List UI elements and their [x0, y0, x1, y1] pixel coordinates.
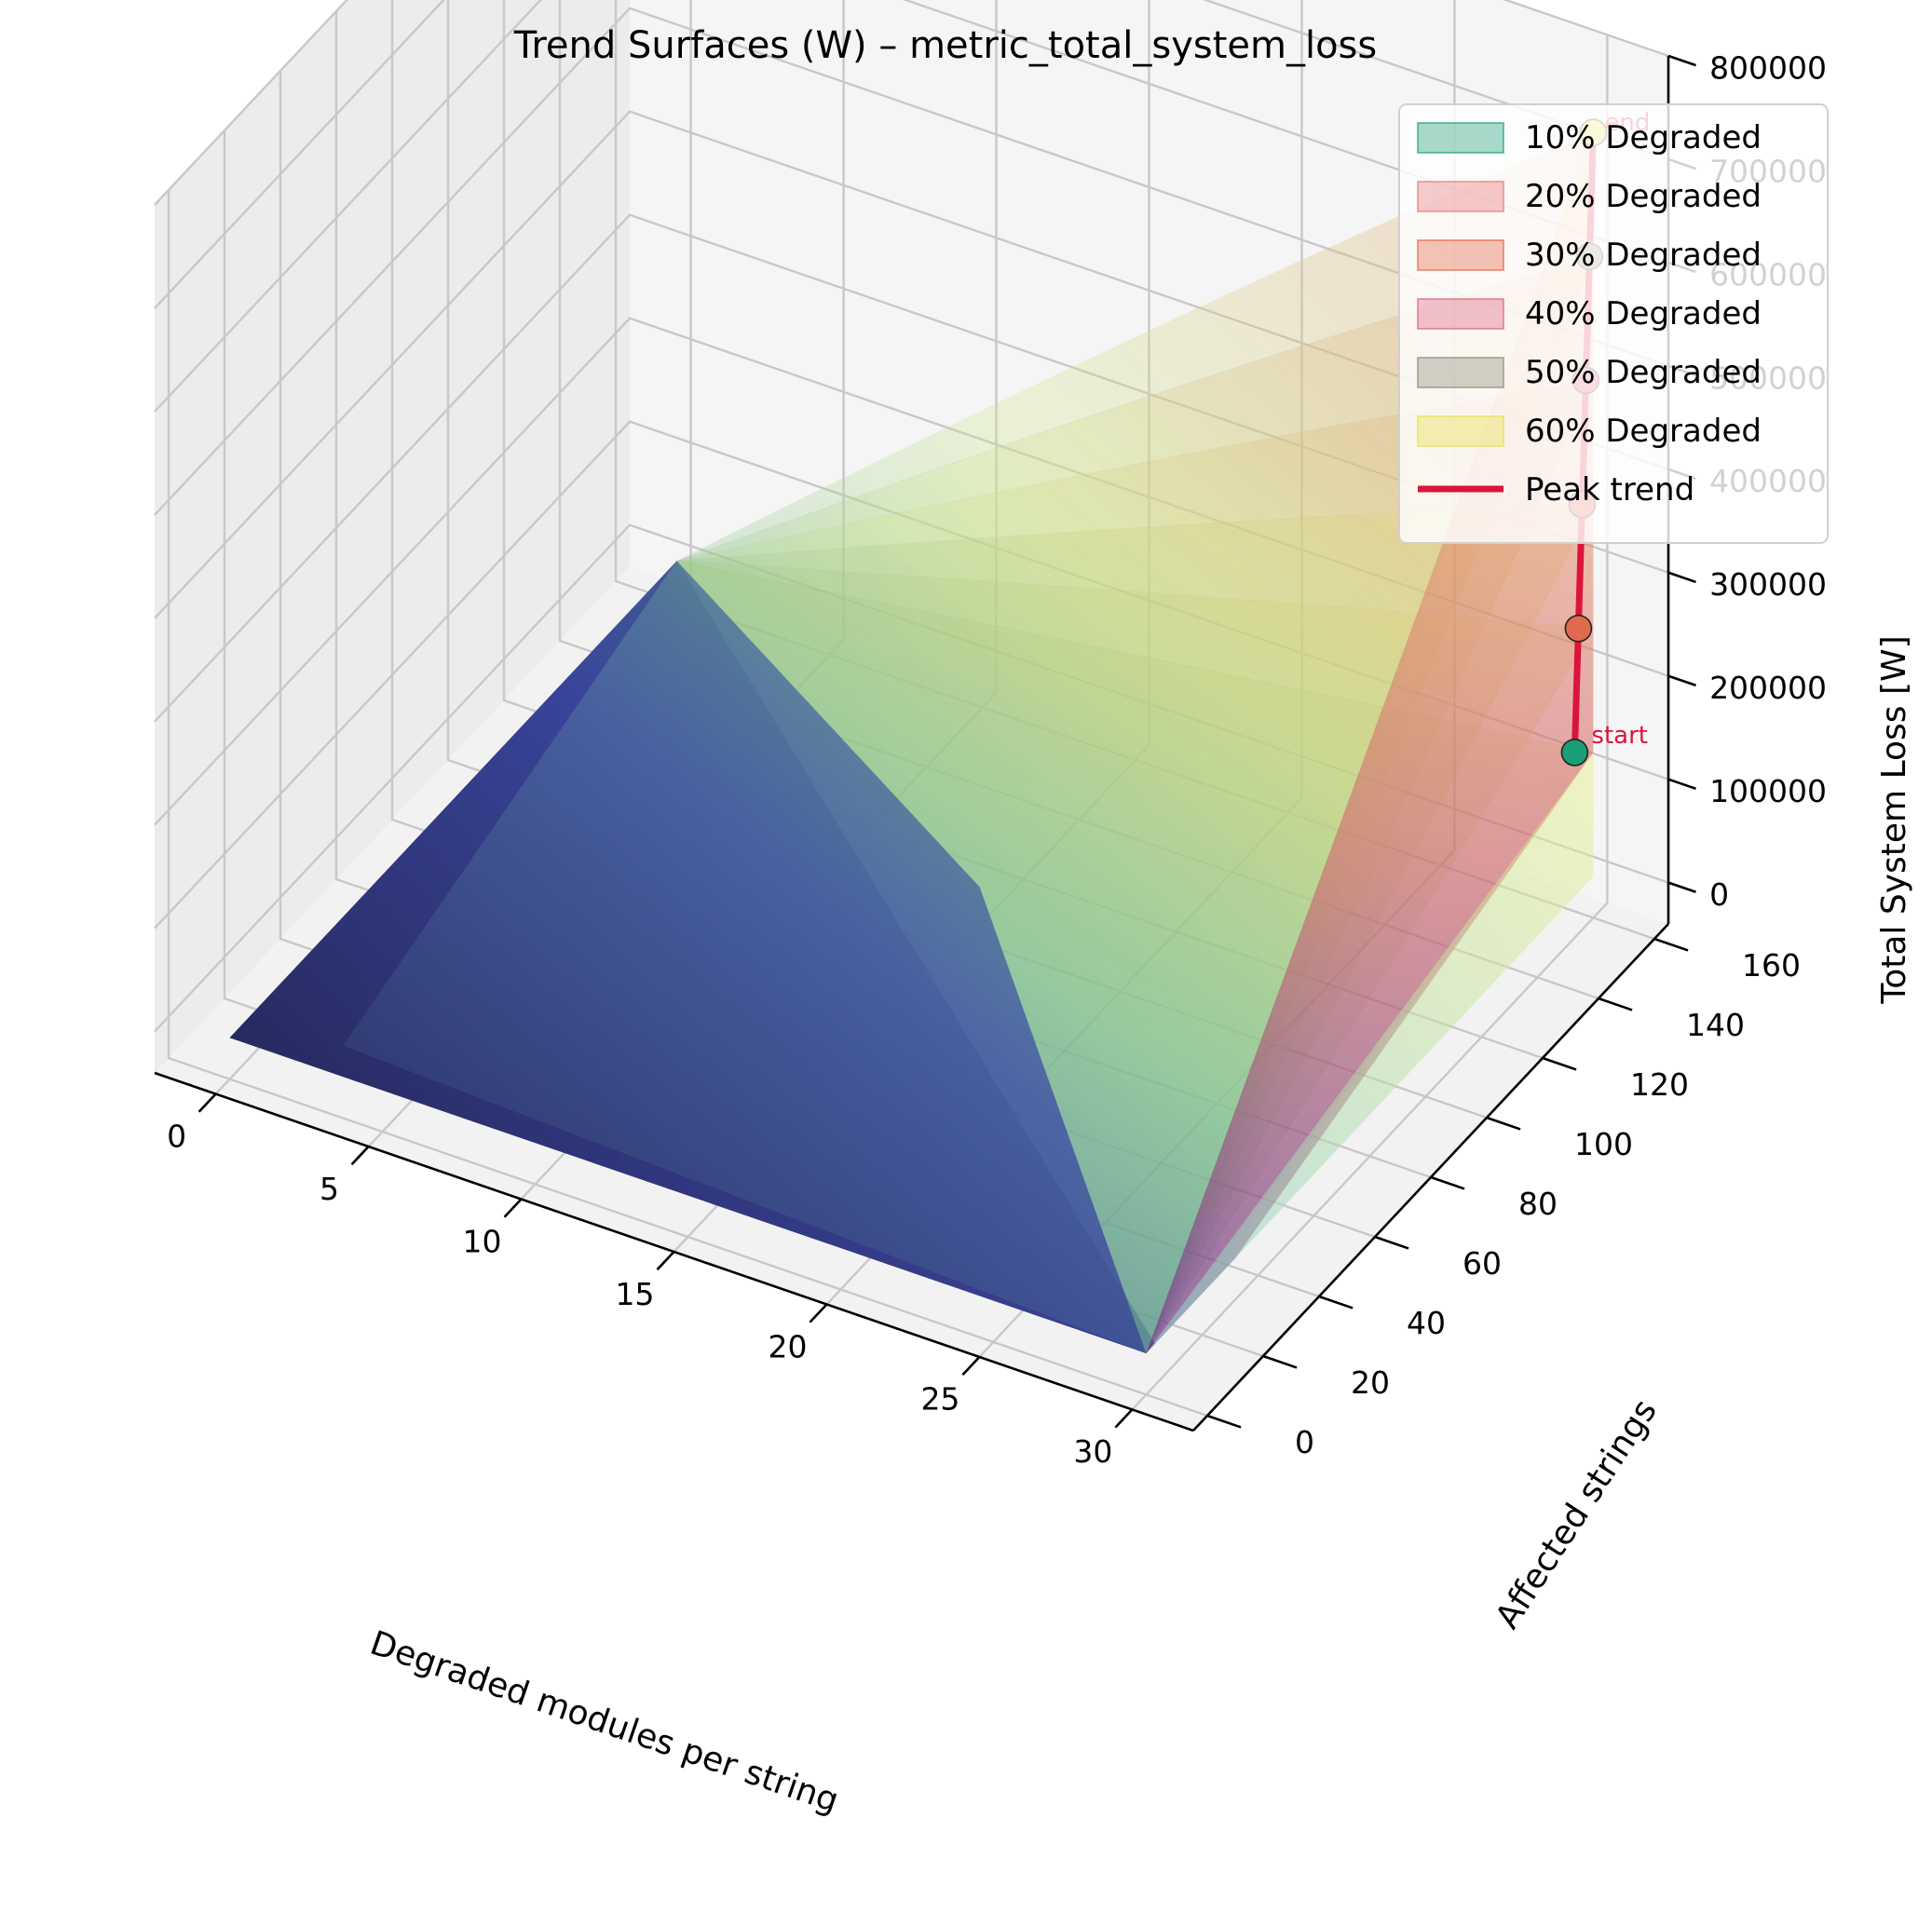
- x-tick-label: 20: [768, 1328, 807, 1364]
- z-tick-label: 800000: [1709, 49, 1827, 86]
- x-tick-label: 30: [1073, 1433, 1112, 1470]
- x-tick-label: 25: [920, 1381, 959, 1418]
- grid-line-z: [154, 0, 1669, 206]
- legend-label: Peak trend: [1525, 471, 1694, 509]
- grid-line-z: [154, 0, 1669, 309]
- y-tick: [1318, 1295, 1354, 1310]
- legend-box: [1398, 103, 1829, 544]
- y-tick-label: 120: [1630, 1066, 1689, 1103]
- surface-front-face: [229, 561, 1147, 1353]
- y-tick: [1653, 937, 1689, 952]
- y-tick: [1374, 1235, 1409, 1250]
- y-tick: [1430, 1175, 1465, 1190]
- z-tick-label: 100000: [1709, 773, 1827, 809]
- legend-label: 10% Degraded: [1525, 119, 1762, 156]
- legend: 10% Degraded 20% Degraded 30% Degraded 40% …: [1398, 103, 1829, 544]
- legend-swatch: [1417, 415, 1504, 447]
- start-annotation: start: [1591, 722, 1648, 750]
- y-tick-label: 140: [1686, 1007, 1745, 1043]
- y-tick-label: 0: [1295, 1424, 1314, 1460]
- y-axis-label: Affected strings: [1489, 1392, 1665, 1635]
- surfaces: [229, 131, 1595, 1354]
- legend-swatch: [1417, 181, 1504, 212]
- z-axis-label: Total System Loss [W]: [1875, 635, 1913, 1004]
- x-tick: [961, 1356, 981, 1377]
- legend-label: 60% Degraded: [1525, 413, 1762, 450]
- x-tick-label: 15: [616, 1276, 655, 1312]
- x-axis-label: Degraded modules per string: [365, 1624, 843, 1821]
- y-tick: [1598, 997, 1633, 1011]
- y-tick: [1542, 1056, 1577, 1071]
- x-tick-label: 10: [463, 1223, 502, 1259]
- z-tick-label: 200000: [1709, 670, 1827, 706]
- legend-label: 30% Degraded: [1525, 237, 1762, 274]
- x-tick-label: 0: [167, 1118, 186, 1154]
- grid-line-y: [167, 190, 1208, 1418]
- z-tick: [1667, 571, 1696, 584]
- z-tick-label: 300000: [1709, 566, 1827, 603]
- legend-swatch: [1417, 122, 1504, 154]
- z-tick-label: 0: [1709, 876, 1729, 913]
- y-tick-label: 40: [1407, 1305, 1446, 1341]
- y-tick-label: 100: [1574, 1126, 1633, 1162]
- y-tick-label: 160: [1742, 947, 1801, 984]
- peak-marker: [1564, 614, 1593, 643]
- x-tick: [656, 1251, 675, 1271]
- z-tick: [1667, 674, 1696, 687]
- grid-line-z: [154, 0, 1669, 413]
- y-tick-label: 60: [1463, 1245, 1502, 1282]
- x-tick: [350, 1146, 370, 1166]
- y-tick: [1262, 1354, 1298, 1369]
- legend-swatch: [1417, 239, 1504, 271]
- y-tick: [1486, 1116, 1521, 1131]
- y-tick: [1206, 1414, 1242, 1429]
- legend-label: 50% Degraded: [1525, 354, 1762, 391]
- chart-title: Trend Surfaces (W) – metric_total_system…: [513, 24, 1377, 67]
- x-tick: [809, 1303, 828, 1323]
- y-tick-label: 80: [1518, 1186, 1558, 1222]
- legend-swatch: [1417, 357, 1504, 388]
- x-tick: [1114, 1408, 1134, 1429]
- y-tick-label: 20: [1351, 1364, 1390, 1401]
- x-tick-label: 5: [320, 1171, 339, 1207]
- grid-line-z: [154, 7, 1669, 516]
- x-tick: [197, 1092, 217, 1113]
- legend-label: 40% Degraded: [1525, 295, 1762, 332]
- z-tick: [1667, 54, 1696, 67]
- peak-marker: [1560, 739, 1589, 767]
- x-tick: [503, 1198, 523, 1218]
- z-tick: [1667, 778, 1696, 791]
- z-tick: [1667, 881, 1696, 894]
- legend-label: 20% Degraded: [1525, 178, 1762, 215]
- legend-swatch: [1417, 298, 1504, 330]
- surface-side-face-low: [1146, 752, 1594, 1353]
